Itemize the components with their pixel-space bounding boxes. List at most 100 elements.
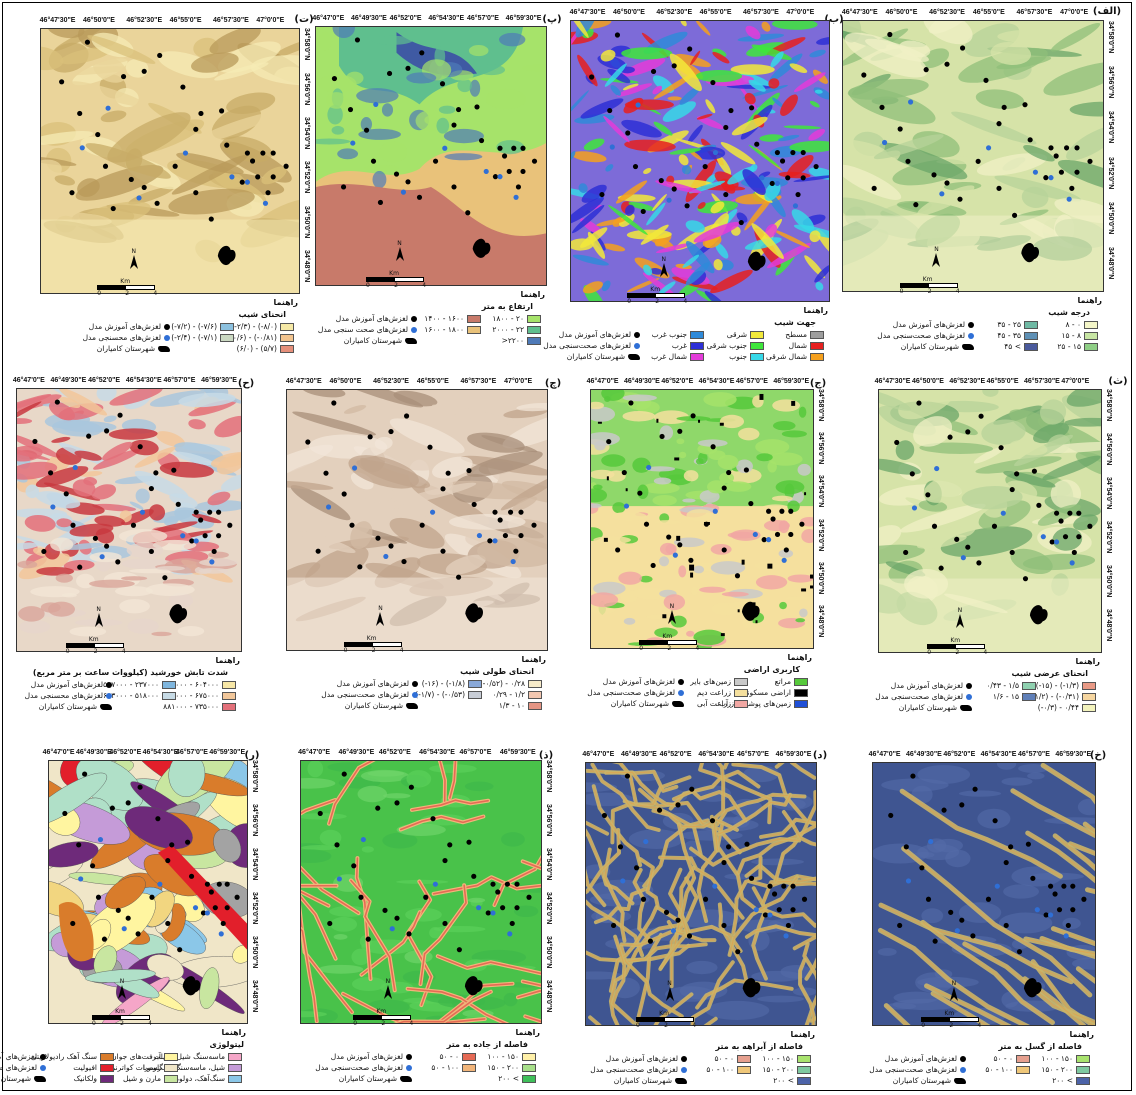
longitude-label: 46°52'0"E bbox=[378, 749, 411, 756]
legend-point-label: شهرستان کامیاران bbox=[613, 1076, 672, 1085]
legend-swatch bbox=[1082, 681, 1096, 690]
legend-swatch bbox=[737, 1065, 751, 1074]
latitude-label: 34°48'0"N bbox=[817, 605, 824, 638]
legend-point-label: شهرستان کامیاران bbox=[343, 336, 402, 345]
legend-swatch bbox=[1084, 320, 1098, 329]
legend-point: لغزش‌های آموزش مدل bbox=[559, 330, 640, 339]
map-background bbox=[571, 21, 829, 301]
legend-point-label: لغزش‌های آموزش مدل bbox=[890, 681, 963, 690]
legend-class: مسطح bbox=[785, 330, 824, 339]
legend-swatch bbox=[228, 1063, 242, 1072]
latitude-label: 34°54'0"N bbox=[817, 475, 824, 508]
legend-swatch bbox=[280, 322, 294, 331]
legend-point-label: شهرستان کامیاران bbox=[566, 352, 625, 361]
legend-title: فاصله از آبراهه به متر bbox=[715, 1042, 804, 1051]
landslide-points bbox=[601, 773, 808, 998]
legend-class-label: ۰/۴۳ - ۱/۵ bbox=[986, 681, 1019, 690]
legend-swatch bbox=[1022, 681, 1036, 690]
legend-class: ۴۵ < bbox=[1004, 342, 1038, 351]
longitude-label: 46°49'30"E bbox=[621, 751, 657, 758]
legend-swatch bbox=[100, 1063, 114, 1072]
legend-point: لغزش‌های آموزش مدل bbox=[885, 1054, 966, 1063]
panel-tag: (ب) bbox=[824, 14, 844, 25]
legend-point-label: لغزش‌های محسنجی مدل bbox=[82, 333, 161, 342]
legend-swatch bbox=[1024, 331, 1038, 340]
panel-tag: (ت) bbox=[294, 14, 314, 25]
legend-point-label: لغزش‌های آموزش مدل bbox=[335, 314, 408, 323]
legend-title: ارتفاع به متر bbox=[481, 302, 533, 311]
scale-bar: Km 0 2 4 bbox=[627, 286, 688, 305]
latitude-label: 34°56'0"N bbox=[817, 432, 824, 465]
legend-swatch bbox=[750, 330, 764, 339]
legend-swatch bbox=[280, 344, 294, 353]
legend-swatch bbox=[690, 352, 704, 361]
legend-swatch bbox=[794, 699, 808, 708]
longitude-label: 46°50'0"E bbox=[83, 17, 115, 24]
legend-class-label: (-۱/۷) - (-۰/۵۳) bbox=[415, 690, 465, 699]
legend-swatch bbox=[690, 341, 704, 350]
legend-head: راهنما bbox=[221, 1028, 246, 1037]
longitude-label: 46°50'0"E bbox=[885, 9, 918, 16]
legend-class: (۰/۶) - (-۰/۸۱) bbox=[230, 333, 294, 342]
longitude-label: 46°52'0"E bbox=[659, 751, 692, 758]
legend-class: ۵۰ - ۱۰۰ bbox=[706, 1065, 751, 1074]
legend-point: لغزش‌های صحت سنجی مدل bbox=[318, 325, 417, 334]
legend-point-label: لغزش‌های صحت‌سنجی مدل bbox=[0, 1063, 37, 1072]
longitude-label: 46°47'0"E bbox=[868, 751, 901, 758]
legend-class: ولکانیک bbox=[74, 1074, 114, 1083]
legend-class-label: ۵۰ - ۱۰۰ bbox=[706, 1065, 734, 1074]
map-legend: راهنما فاصله از گسل به متر ۱۰۰ - ۱۵۰ ۱۵۰ - … bbox=[869, 1030, 1096, 1092]
longitude-label: 46°49'30"E bbox=[624, 378, 660, 385]
legend-class-label: (-۲/۴) - (-۷/۱) bbox=[171, 333, 217, 342]
legend-title: فاصله از گسل به متر bbox=[998, 1042, 1082, 1051]
legend-swatch bbox=[810, 330, 824, 339]
legend-class: ۳۵ - ۲۵ bbox=[997, 320, 1038, 329]
legend-class-label: زراعت دیم bbox=[697, 688, 731, 697]
map-legend: راهنما کاربری اراضی مراتع اراضی مسکونی زمین‌… bbox=[587, 653, 814, 721]
legend-class: جنوب bbox=[729, 352, 764, 361]
longitude-label: 46°55'0"E bbox=[986, 378, 1019, 385]
map-se bbox=[878, 389, 1102, 653]
legend-point-label: لغزش‌های آموزش مدل bbox=[336, 679, 409, 688]
latitude-label: 34°56'0"N bbox=[1107, 66, 1114, 99]
legend-class: ۶۰۳۰۰۰ - ۵۱۸۰۰۰ bbox=[103, 691, 176, 700]
legend-swatch bbox=[1082, 703, 1096, 712]
map-legend: راهنما فاصله از جاده به متر ۱۰۰ - ۱۵۰ ۱۵۰ -… bbox=[300, 1028, 542, 1090]
legend-class-label: (-۰/۳) - ۰/۴۴ bbox=[1037, 703, 1079, 712]
map-legend: راهنما انحنای عرضی شیب (-۱۵) - (-۱/۳) (-۱/۲… bbox=[875, 657, 1102, 725]
legend-head: راهنما bbox=[521, 655, 546, 664]
map-background bbox=[591, 390, 813, 648]
legend-head: راهنما bbox=[520, 290, 545, 299]
validation-point-icon bbox=[681, 1066, 687, 1073]
legend-swatch bbox=[100, 1074, 114, 1083]
legend-class: جنوب شرقی bbox=[707, 341, 764, 350]
map-background bbox=[17, 389, 241, 651]
legend-point-label: شهرستان کامیاران bbox=[900, 342, 959, 351]
longitude-label: 46°57'0"E bbox=[736, 378, 768, 385]
legend-swatch bbox=[527, 325, 541, 334]
legend-swatch bbox=[220, 333, 234, 342]
legend-class-label: ۱۰۰ - ۱۵۰ bbox=[1041, 1054, 1073, 1063]
legend-swatch bbox=[222, 702, 236, 711]
legend-class-label: ۱۴۰۰ - ۱۶۰۰ bbox=[424, 314, 464, 323]
legend-point-label: شهرستان کامیاران bbox=[338, 1074, 397, 1083]
longitude-label: 46°55'0"E bbox=[169, 17, 202, 24]
map-background bbox=[316, 27, 546, 285]
legend-swatch bbox=[522, 1074, 536, 1083]
latitude-label: 34°56'0"N bbox=[251, 804, 258, 837]
latitude-label: 34°48'0"N bbox=[1105, 609, 1112, 642]
legend-head: راهنما bbox=[1075, 657, 1100, 666]
town-icon bbox=[628, 353, 640, 360]
panel-tag: (ر) bbox=[244, 750, 260, 761]
legend-point-label: لغزش‌های صحت‌سنجی مدل bbox=[869, 1065, 957, 1074]
map-background bbox=[879, 390, 1101, 652]
longitude-label: 46°57'0"E bbox=[459, 749, 492, 756]
validation-point-icon bbox=[412, 691, 418, 698]
legend-swatch bbox=[164, 1074, 178, 1083]
legend-class-label: ۵۰ - ۱۰۰ bbox=[431, 1063, 459, 1072]
legend-point: شهرستان کامیاران bbox=[899, 703, 972, 712]
longitude-label: 46°47'30"E bbox=[841, 9, 878, 16]
longitude-label: 46°47'30"E bbox=[285, 378, 322, 385]
longitude-label: 46°59'30"E bbox=[773, 378, 810, 385]
legend-swatch bbox=[220, 322, 234, 331]
